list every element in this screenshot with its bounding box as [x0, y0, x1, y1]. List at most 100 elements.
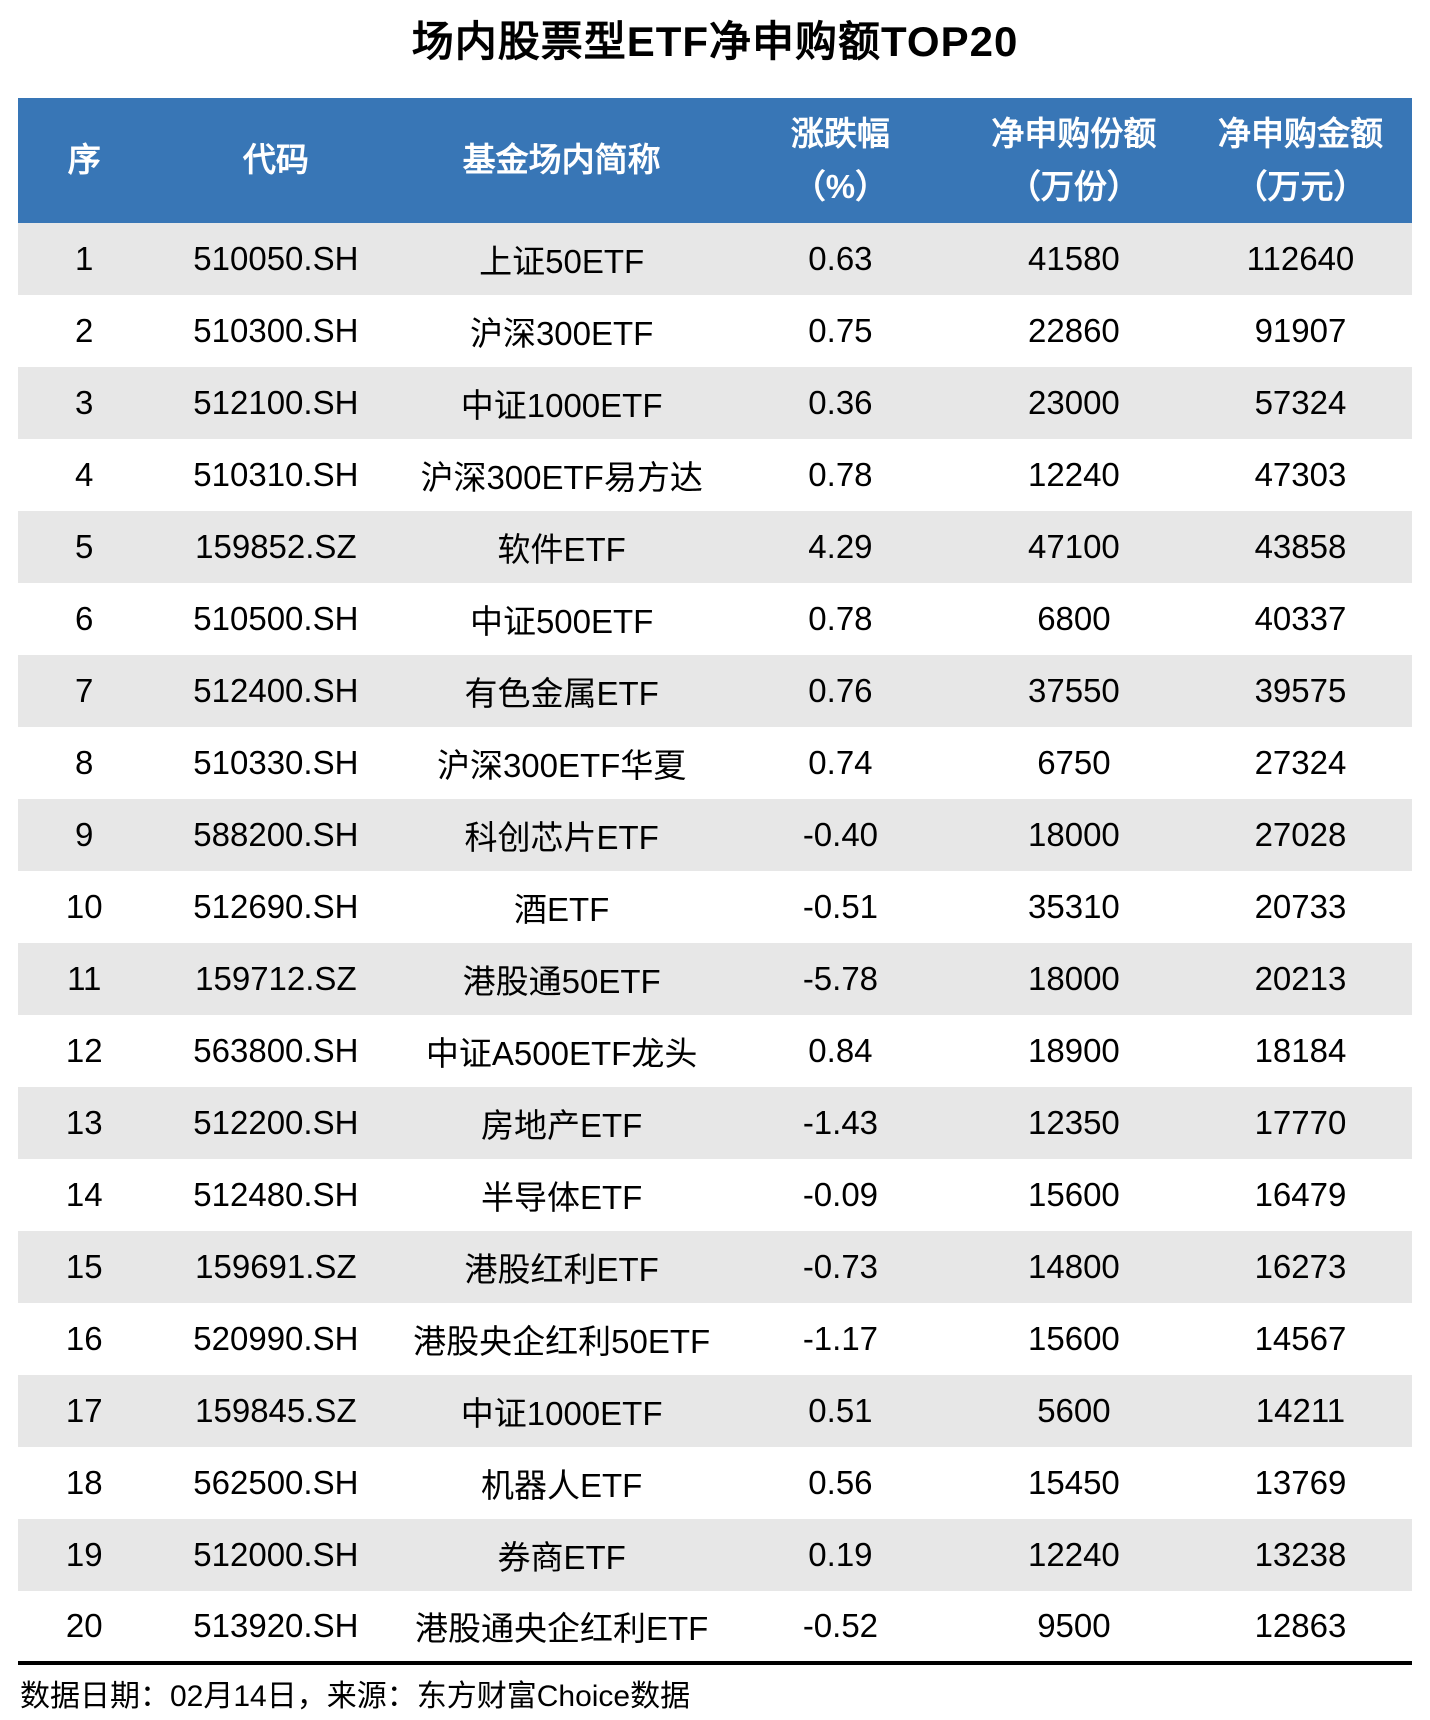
cell-net-amount: 40337 [1254, 600, 1347, 637]
cell-fund-name: 科创芯片ETF [464, 819, 659, 856]
cell-code: 512100.SH [193, 384, 359, 421]
table-header: 序 代码 基金场内简称 涨跌幅 （%） 净申购份额 （万份） 净申购金额 （万元… [18, 98, 1412, 223]
cell-net-shares: 12350 [1028, 1104, 1120, 1141]
cell-code: 513920.SH [193, 1607, 359, 1644]
cell-change-pct: -0.73 [802, 1248, 879, 1285]
cell-fund-name: 港股央企红利50ETF [413, 1323, 711, 1360]
cell-net-amount: 13769 [1254, 1464, 1347, 1501]
cell-net-amount: 13238 [1254, 1536, 1347, 1573]
cell-change-pct: 0.74 [808, 744, 873, 781]
cell-fund-name: 软件ETF [497, 531, 626, 568]
col-header-change-pct-unit: （%） [792, 167, 889, 205]
col-header-fund-name: 基金场内简称 [401, 98, 722, 223]
cell-rank: 12 [65, 1032, 103, 1069]
cell-net-amount: 17770 [1254, 1104, 1347, 1141]
table-row: 16 520990.SH 港股央企红利50ETF -1.17 15600 14567 [18, 1303, 1412, 1375]
cell-code: 159712.SZ [195, 960, 357, 997]
cell-rank: 13 [65, 1104, 103, 1141]
col-header-fund-name-label: 基金场内简称 [462, 141, 661, 179]
cell-code: 510300.SH [193, 312, 359, 349]
cell-net-shares: 6750 [1037, 744, 1111, 781]
cell-code: 510330.SH [193, 744, 359, 781]
cell-rank: 8 [75, 744, 94, 781]
table-row: 13 512200.SH 房地产ETF -1.43 12350 17770 [18, 1087, 1412, 1159]
cell-rank: 1 [75, 240, 94, 277]
cell-change-pct: 0.75 [808, 312, 873, 349]
cell-code: 588200.SH [193, 816, 359, 853]
cell-net-amount: 18184 [1254, 1032, 1347, 1069]
cell-change-pct: 0.56 [808, 1464, 873, 1501]
cell-fund-name: 房地产ETF [480, 1107, 643, 1144]
cell-rank: 11 [67, 960, 102, 997]
cell-fund-name: 沪深300ETF易方达 [420, 459, 703, 496]
table-row: 2 510300.SH 沪深300ETF 0.75 22860 91907 [18, 295, 1412, 367]
col-header-net-amount-label: 净申购金额 [1217, 114, 1383, 152]
table-row: 15 159691.SZ 港股红利ETF -0.73 14800 16273 [18, 1231, 1412, 1303]
cell-change-pct: 0.36 [808, 384, 873, 421]
cell-net-amount: 16479 [1254, 1176, 1347, 1213]
cell-rank: 3 [75, 384, 94, 421]
etf-net-subscription-table: 序 代码 基金场内简称 涨跌幅 （%） 净申购份额 （万份） 净申购金额 （万元… [18, 98, 1412, 1665]
cell-code: 562500.SH [193, 1464, 359, 1501]
cell-net-shares: 15600 [1028, 1320, 1120, 1357]
cell-rank: 16 [65, 1320, 103, 1357]
col-header-net-shares-unit: （万份） [1007, 167, 1140, 205]
cell-net-amount: 14567 [1254, 1320, 1347, 1357]
cell-fund-name: 港股通央企红利ETF [414, 1610, 709, 1647]
cell-net-amount: 27324 [1254, 744, 1347, 781]
cell-rank: 6 [75, 600, 94, 637]
cell-fund-name: 港股通50ETF [462, 963, 661, 1000]
table-row: 18 562500.SH 机器人ETF 0.56 15450 13769 [18, 1447, 1412, 1519]
cell-change-pct: -1.17 [802, 1320, 879, 1357]
table-row: 11 159712.SZ 港股通50ETF -5.78 18000 20213 [18, 943, 1412, 1015]
col-header-change-pct: 涨跌幅 （%） [721, 98, 959, 223]
cell-code: 159852.SZ [195, 528, 357, 565]
cell-fund-name: 有色金属ETF [464, 675, 659, 712]
cell-net-shares: 35310 [1028, 888, 1120, 925]
cell-net-shares: 12240 [1028, 456, 1120, 493]
cell-net-shares: 18000 [1028, 960, 1120, 997]
cell-code: 512000.SH [193, 1536, 359, 1573]
table-row: 9 588200.SH 科创芯片ETF -0.40 18000 27028 [18, 799, 1412, 871]
cell-fund-name: 酒ETF [513, 891, 610, 928]
cell-change-pct: -5.78 [802, 960, 879, 997]
col-header-rank-label: 序 [67, 141, 101, 179]
data-source-note: 数据日期：02月14日，来源：东方财富Choice数据 [20, 1680, 691, 1713]
cell-net-amount: 91907 [1254, 312, 1347, 349]
table-row: 3 512100.SH 中证1000ETF 0.36 23000 57324 [18, 367, 1412, 439]
cell-fund-name: 半导体ETF [480, 1179, 643, 1216]
cell-rank: 4 [75, 456, 94, 493]
col-header-code-label: 代码 [242, 141, 309, 179]
cell-fund-name: 中证1000ETF [460, 1395, 663, 1432]
col-header-net-shares-label: 净申购份额 [991, 114, 1157, 152]
cell-code: 512400.SH [193, 672, 359, 709]
table-row: 4 510310.SH 沪深300ETF易方达 0.78 12240 47303 [18, 439, 1412, 511]
cell-change-pct: 0.78 [808, 456, 873, 493]
cell-net-shares: 14800 [1028, 1248, 1120, 1285]
cell-code: 563800.SH [193, 1032, 359, 1069]
cell-change-pct: -0.40 [802, 816, 879, 853]
col-header-net-amount: 净申购金额 （万元） [1188, 98, 1412, 223]
col-header-change-pct-label: 涨跌幅 [790, 114, 890, 152]
cell-code: 510050.SH [193, 240, 359, 277]
cell-rank: 10 [65, 888, 103, 925]
page-title: 场内股票型ETF净申购额TOP20 [411, 18, 1019, 65]
cell-rank: 18 [65, 1464, 103, 1501]
cell-code: 159691.SZ [195, 1248, 357, 1285]
table-row: 6 510500.SH 中证500ETF 0.78 6800 40337 [18, 583, 1412, 655]
cell-net-amount: 112640 [1246, 240, 1355, 277]
cell-fund-name: 港股红利ETF [464, 1251, 659, 1288]
cell-change-pct: 0.78 [808, 600, 873, 637]
header-row: 序 代码 基金场内简称 涨跌幅 （%） 净申购份额 （万份） 净申购金额 （万元… [18, 98, 1412, 223]
cell-rank: 5 [75, 528, 94, 565]
cell-fund-name: 中证A500ETF龙头 [425, 1035, 698, 1072]
table-row: 12 563800.SH 中证A500ETF龙头 0.84 18900 18184 [18, 1015, 1412, 1087]
table-row: 10 512690.SH 酒ETF -0.51 35310 20733 [18, 871, 1412, 943]
cell-net-amount: 12863 [1254, 1607, 1347, 1644]
cell-net-shares: 9500 [1037, 1607, 1111, 1644]
cell-net-amount: 16273 [1254, 1248, 1347, 1285]
cell-change-pct: 4.29 [808, 528, 873, 565]
cell-change-pct: -0.52 [802, 1607, 879, 1644]
cell-code: 520990.SH [193, 1320, 359, 1357]
